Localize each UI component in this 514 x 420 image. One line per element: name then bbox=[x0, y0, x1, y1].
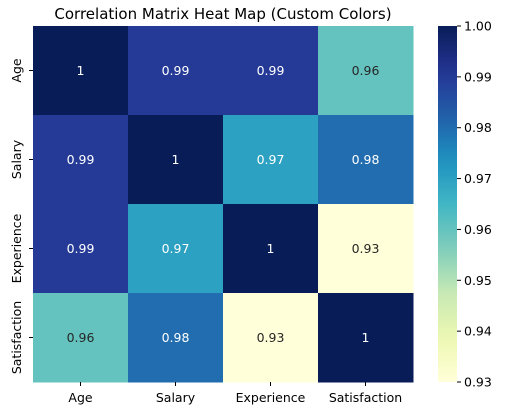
heatmap-cell bbox=[223, 204, 319, 294]
y-tick-label: Satisfaction bbox=[9, 301, 24, 374]
cell-value-label: 0.98 bbox=[352, 152, 380, 167]
cell-value-label: 1 bbox=[77, 63, 85, 78]
heatmap-cell bbox=[318, 204, 414, 294]
heatmap-cells: 1 0.99 0.99 0.96 0.99 1 0.97 0.98 0.99 0.97 1 0.93 0… bbox=[33, 26, 414, 383]
x-tick-label: Experience bbox=[236, 390, 306, 405]
heatmap-cell bbox=[223, 293, 319, 383]
colorbar-tick-label: 0.95 bbox=[464, 273, 492, 288]
cell-value-label: 0.98 bbox=[162, 330, 190, 345]
heatmap-cell bbox=[33, 204, 129, 294]
colorbar-tick-label: 0.98 bbox=[464, 120, 492, 135]
y-tick-label: Salary bbox=[9, 139, 24, 179]
y-tick-label: Age bbox=[9, 58, 24, 82]
heatmap-cell bbox=[128, 26, 224, 116]
y-axis-ticks: Age Salary Experience Satisfaction bbox=[9, 58, 33, 374]
colorbar: 0.93 0.94 0.95 0.96 0.97 0.98 0.99 1.00 bbox=[438, 19, 492, 390]
colorbar-tick-label: 0.94 bbox=[464, 324, 492, 339]
cell-value-label: 1 bbox=[267, 241, 275, 256]
colorbar-tick-label: 0.99 bbox=[464, 69, 492, 84]
heatmap-cell bbox=[318, 293, 414, 383]
cell-value-label: 1 bbox=[172, 152, 180, 167]
cell-value-label: 0.97 bbox=[162, 241, 190, 256]
cell-value-label: 0.97 bbox=[257, 152, 285, 167]
heatmap-cell bbox=[33, 26, 129, 116]
colorbar-tick-label: 1.00 bbox=[464, 19, 492, 34]
x-tick-label: Satisfaction bbox=[329, 390, 402, 405]
x-tick-label: Age bbox=[68, 390, 92, 405]
heatmap-cell bbox=[33, 293, 129, 383]
colorbar-tick-label: 0.96 bbox=[464, 222, 492, 237]
x-axis-ticks: Age Salary Experience Satisfaction bbox=[68, 382, 402, 405]
cell-value-label: 1 bbox=[362, 330, 370, 345]
heatmap-cell bbox=[128, 204, 224, 294]
cell-value-label: 0.99 bbox=[67, 241, 95, 256]
heatmap-cell bbox=[223, 115, 319, 205]
cell-value-label: 0.96 bbox=[67, 330, 95, 345]
cell-value-label: 0.93 bbox=[257, 330, 285, 345]
heatmap-cell bbox=[128, 115, 224, 205]
heatmap-cell bbox=[318, 26, 414, 116]
cell-value-label: 0.99 bbox=[162, 63, 190, 78]
x-tick-label: Salary bbox=[156, 390, 196, 405]
heatmap-cell bbox=[318, 115, 414, 205]
heatmap-cell bbox=[128, 293, 224, 383]
cell-value-label: 0.96 bbox=[352, 63, 380, 78]
cell-value-label: 0.99 bbox=[257, 63, 285, 78]
chart-title: Correlation Matrix Heat Map (Custom Colo… bbox=[54, 5, 391, 23]
colorbar-gradient bbox=[438, 26, 457, 382]
colorbar-tick-label: 0.93 bbox=[464, 375, 492, 390]
cell-value-label: 0.93 bbox=[352, 241, 380, 256]
cell-value-label: 0.99 bbox=[67, 152, 95, 167]
heatmap-cell bbox=[223, 26, 319, 116]
y-tick-label: Experience bbox=[9, 213, 24, 283]
colorbar-tick-label: 0.97 bbox=[464, 171, 492, 186]
heatmap-cell bbox=[33, 115, 129, 205]
